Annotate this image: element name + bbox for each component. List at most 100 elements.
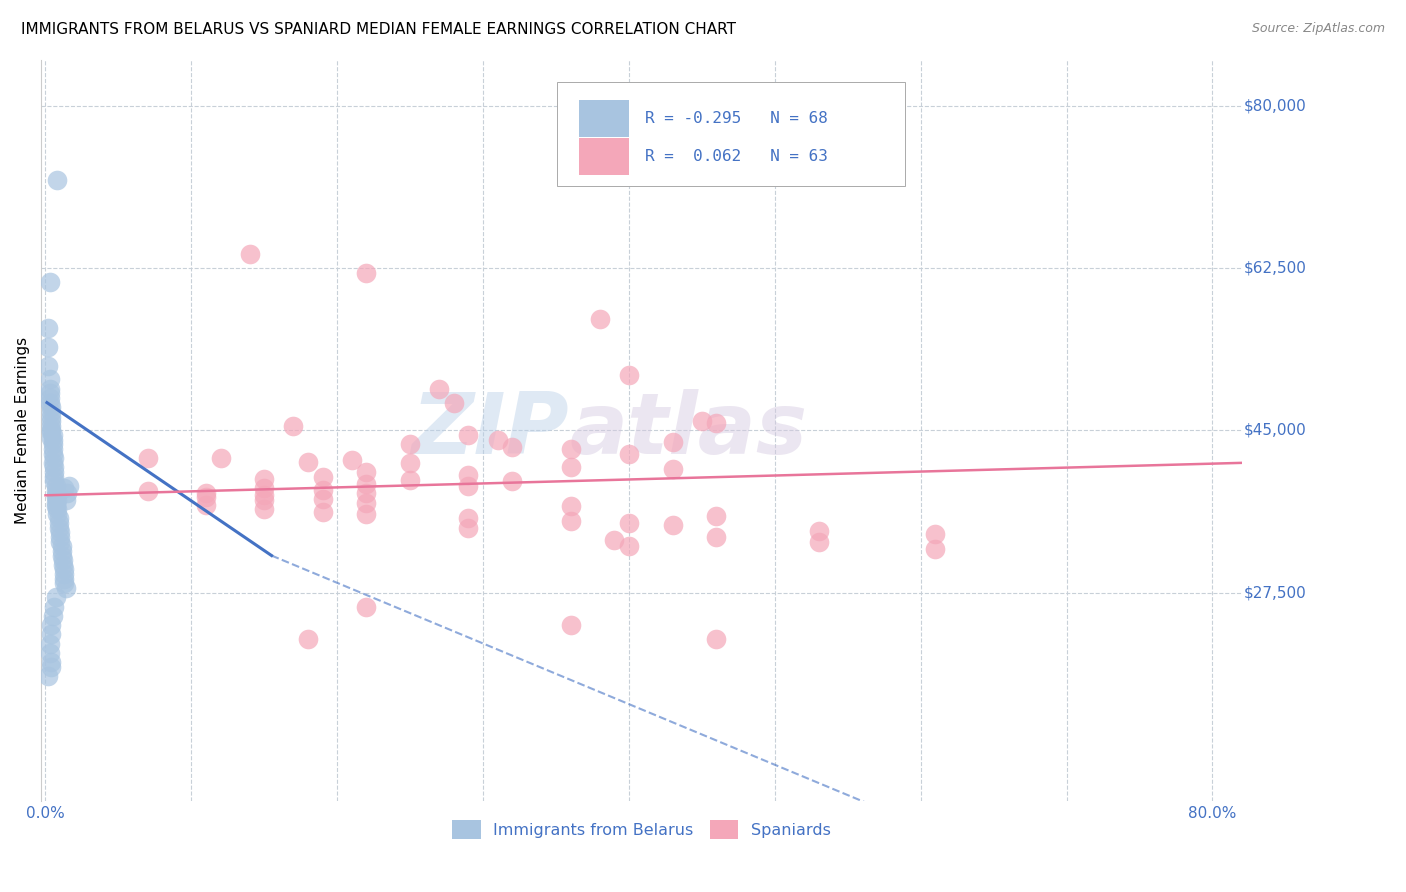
Point (41, 405, 63, 419)
Point (340, 453, 363, 467)
Text: $27,500: $27,500 (1244, 585, 1306, 600)
Point (45, 479, 67, 493)
Point (42, 608, 65, 623)
Point (427, 382, 450, 396)
Point (706, 416, 728, 430)
Y-axis label: Median Female Earnings: Median Female Earnings (15, 337, 30, 524)
Point (56, 486, 79, 500)
Point (356, 486, 378, 500)
Point (661, 434, 683, 449)
Point (46, 507, 69, 521)
Point (37, 669, 59, 683)
Point (501, 440, 523, 454)
Point (53, 567, 76, 582)
Point (42, 442, 65, 456)
Point (38, 395, 60, 409)
Point (45, 591, 67, 605)
Point (209, 451, 232, 466)
Point (41, 627, 63, 641)
Point (41, 425, 63, 440)
Point (311, 491, 333, 506)
Point (136, 451, 159, 466)
Point (55, 581, 77, 595)
Point (617, 516, 640, 530)
Point (44, 469, 66, 483)
Point (38, 275, 60, 289)
Point (399, 474, 422, 488)
Text: ZIP: ZIP (412, 389, 569, 472)
Point (399, 437, 422, 451)
Point (399, 456, 422, 470)
Point (283, 418, 305, 433)
Point (53, 572, 76, 586)
Point (617, 447, 640, 461)
Point (42, 437, 65, 451)
Point (44, 460, 66, 475)
Point (457, 521, 479, 535)
Point (38, 386, 60, 401)
Point (560, 514, 582, 528)
Point (38, 637, 60, 651)
Point (807, 524, 830, 538)
Point (42, 456, 65, 470)
Text: Source: ZipAtlas.com: Source: ZipAtlas.com (1251, 22, 1385, 36)
Text: $45,000: $45,000 (1244, 423, 1306, 438)
Point (44, 475, 66, 489)
Point (661, 518, 683, 533)
Point (690, 414, 713, 428)
Point (41, 409, 63, 424)
Point (486, 433, 509, 447)
Point (253, 488, 276, 502)
Point (51, 544, 73, 558)
Text: IMMIGRANTS FROM BELARUS VS SPANIARD MEDIAN FEMALE EARNINGS CORRELATION CHART: IMMIGRANTS FROM BELARUS VS SPANIARD MEDI… (21, 22, 737, 37)
Point (560, 618, 582, 632)
Point (38, 391, 60, 405)
Point (356, 496, 378, 510)
Point (48, 516, 70, 530)
Text: R =  0.062   N = 63: R = 0.062 N = 63 (645, 149, 828, 164)
Point (53, 562, 76, 576)
Point (48, 511, 70, 525)
Point (661, 462, 683, 476)
Point (51, 539, 73, 553)
Point (42, 428, 65, 442)
Point (58, 479, 80, 493)
Point (42, 433, 65, 447)
FancyBboxPatch shape (579, 138, 630, 175)
Point (46, 492, 69, 507)
Point (45, 500, 67, 514)
Point (457, 428, 479, 442)
Point (311, 483, 333, 497)
Text: $80,000: $80,000 (1244, 98, 1306, 113)
Point (45, 496, 67, 510)
Point (136, 483, 159, 498)
Text: atlas: atlas (569, 389, 807, 472)
Point (45, 488, 67, 502)
Point (356, 477, 378, 491)
Point (807, 534, 830, 549)
Point (501, 475, 523, 489)
Point (38, 372, 60, 386)
Point (253, 492, 276, 507)
Point (41, 655, 63, 669)
Point (356, 599, 378, 614)
Point (253, 502, 276, 516)
Point (706, 508, 728, 523)
FancyBboxPatch shape (557, 82, 905, 186)
Point (356, 465, 378, 479)
Point (41, 424, 63, 438)
Point (194, 485, 217, 500)
Point (253, 481, 276, 495)
Point (194, 498, 217, 512)
Point (41, 418, 63, 433)
Point (45, 483, 67, 498)
Point (49, 534, 72, 549)
Point (706, 632, 728, 646)
Point (41, 431, 63, 445)
Point (37, 321, 59, 335)
Point (560, 442, 582, 456)
Point (44, 451, 66, 466)
Point (457, 511, 479, 525)
Point (38, 646, 60, 660)
Point (617, 539, 640, 553)
